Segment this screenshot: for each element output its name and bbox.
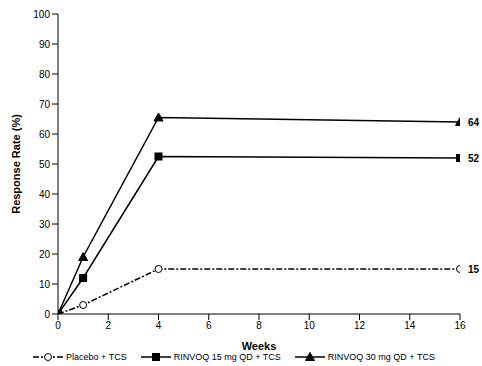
svg-text:40: 40: [39, 189, 51, 200]
svg-text:6: 6: [206, 320, 212, 331]
svg-text:Response Rate (%): Response Rate (%): [10, 114, 22, 214]
svg-text:70: 70: [39, 99, 51, 110]
svg-text:80: 80: [39, 69, 51, 80]
html-text:Placebo + TCS: Placebo + TCS: [66, 352, 127, 362]
svg-text:14: 14: [404, 320, 416, 331]
svg-text:20: 20: [39, 249, 51, 260]
svg-text:2: 2: [105, 320, 111, 331]
html-text:RINVOQ 15 mg QD + TCS: RINVOQ 15 mg QD + TCS: [173, 352, 281, 362]
svg-text:0: 0: [55, 320, 61, 331]
svg-text:100: 100: [33, 9, 50, 20]
svg-text:30: 30: [39, 219, 51, 230]
svg-text:60: 60: [39, 129, 51, 140]
html-text:RINVOQ 30 mg QD + TCS: RINVOQ 30 mg QD + TCS: [327, 352, 435, 362]
svg-text:0: 0: [44, 309, 50, 320]
svg-text:Weeks: Weeks: [242, 340, 277, 352]
svg-text:10: 10: [39, 279, 51, 290]
svg-text:64: 64: [468, 117, 480, 128]
svg-text:52: 52: [468, 153, 480, 164]
svg-text:50: 50: [39, 159, 51, 170]
svg-text:10: 10: [304, 320, 316, 331]
svg-text:12: 12: [354, 320, 366, 331]
svg-text:8: 8: [256, 320, 262, 331]
svg-text:16: 16: [454, 320, 466, 331]
svg-text:90: 90: [39, 39, 51, 50]
svg-text:4: 4: [156, 320, 162, 331]
svg-text:15: 15: [468, 264, 480, 275]
